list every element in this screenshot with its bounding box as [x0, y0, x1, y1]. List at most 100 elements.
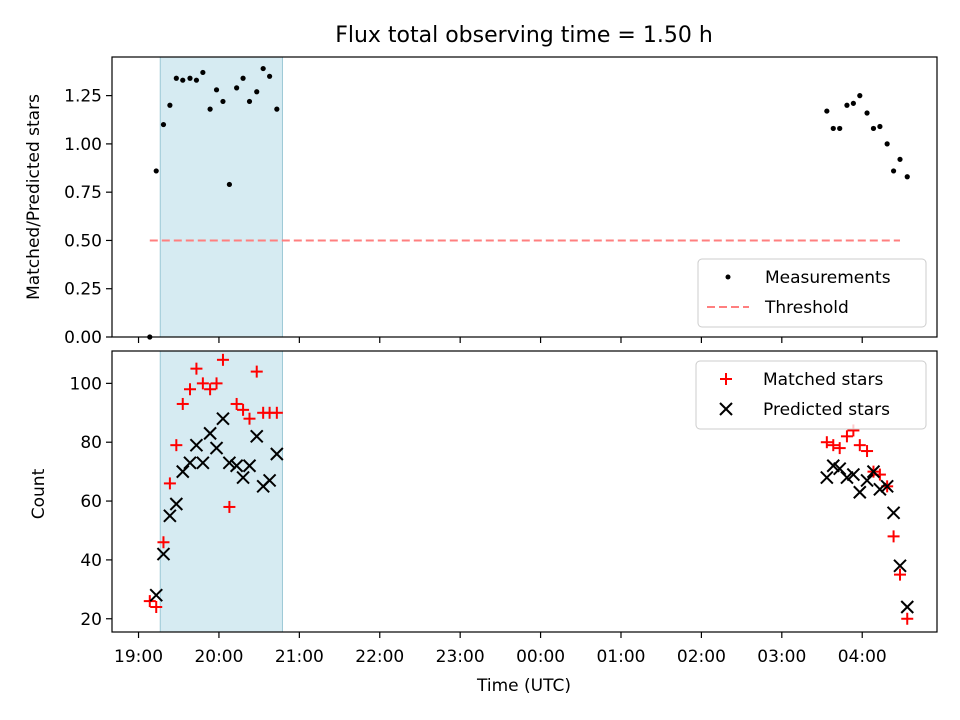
measurement-points — [147, 65, 910, 340]
measurement-point — [904, 174, 910, 180]
measurement-point — [240, 75, 246, 81]
measurement-point — [193, 77, 200, 83]
top-axes-frame — [111, 56, 938, 338]
bottom-x-ticks: 19:00 20:00 21:00 22:00 23:00 00:00 01:00 02:00… — [114, 632, 887, 667]
y-tick-label: 80 — [80, 433, 102, 453]
y-tick-label: 1.00 — [64, 135, 102, 155]
measurement-point — [830, 125, 836, 132]
measurement-point — [844, 102, 850, 108]
measurement-point — [246, 98, 253, 105]
predicted-star-point — [222, 456, 237, 470]
x-tick-label: 00:00 — [516, 647, 565, 667]
measurement-point — [890, 168, 897, 174]
top-y-axis-label: Matched/Predicted stars — [24, 94, 44, 300]
matched-star-point — [827, 439, 840, 452]
measurement-point — [897, 156, 903, 162]
y-tick-label: 0.75 — [64, 183, 102, 203]
predicted-star-point — [176, 464, 190, 479]
predicted-star-point — [242, 459, 257, 473]
measurement-point — [220, 98, 226, 105]
predicted-star-point — [873, 482, 887, 497]
x-tick-label: 04:00 — [838, 647, 887, 667]
measurements-legend-label: Measurements — [765, 268, 891, 288]
matched-star-point — [243, 412, 256, 425]
matched-star-point — [170, 439, 183, 452]
matched-star-point — [223, 500, 236, 513]
matched-star-point — [901, 612, 914, 625]
predicted-star-point — [853, 485, 867, 499]
predicted-star-point — [900, 600, 914, 614]
matched-star-point — [183, 383, 196, 396]
measurement-point — [837, 125, 843, 132]
matched-star-point — [190, 362, 203, 375]
matched-star-point — [237, 403, 250, 416]
matched-star-point — [196, 377, 209, 390]
bottom-panel: 20 40 60 80 100 19:00 20:00 21:00 22:00 23:00 00:… — [29, 350, 938, 667]
x-tick-label: 19:00 — [114, 647, 163, 667]
predicted-star-point — [196, 456, 210, 470]
predicted-star-point — [832, 461, 847, 476]
x-tick-label: 02:00 — [677, 647, 726, 667]
measurements-legend-marker — [725, 274, 731, 280]
bottom-axes-frame — [111, 350, 938, 633]
matched-star-point — [230, 397, 243, 410]
predicted-star-point — [169, 497, 184, 511]
matched-star-point — [163, 477, 176, 490]
predicted-star-point — [189, 438, 204, 452]
matched-legend-marker — [720, 373, 732, 385]
top-panel: 0.00 0.25 0.50 0.75 1.00 1.25 Matched/Predict… — [24, 56, 938, 348]
y-tick-label: 0.00 — [64, 328, 102, 348]
top-legend: Measurements Threshold — [697, 258, 927, 328]
threshold-legend-label: Threshold — [764, 298, 849, 318]
predicted-star-point — [216, 411, 230, 426]
predicted-star-point — [886, 506, 901, 520]
measurement-point — [153, 168, 159, 174]
predicted-star-point — [183, 456, 197, 470]
matched-star-point — [204, 383, 217, 396]
y-tick-label: 0.50 — [64, 231, 102, 251]
predicted-star-points — [149, 411, 914, 614]
matched-star-point — [833, 442, 846, 455]
y-tick-label: 100 — [70, 374, 102, 394]
y-tick-label: 40 — [80, 551, 102, 571]
predicted-star-point — [262, 473, 277, 488]
y-tick-label: 0.25 — [64, 280, 102, 300]
measurement-point — [213, 87, 220, 93]
x-tick-label: 22:00 — [355, 647, 404, 667]
predicted-star-point — [203, 426, 217, 441]
matched-star-point — [820, 436, 833, 449]
measurement-point — [160, 121, 167, 128]
measurement-point — [226, 181, 232, 188]
matched-star-point — [176, 397, 189, 410]
measurement-point — [207, 106, 213, 112]
predicted-star-point — [880, 479, 894, 494]
bottom-legend-box — [695, 360, 927, 430]
measurement-point — [234, 85, 240, 91]
measurement-point — [200, 69, 206, 76]
predicted-star-point — [149, 588, 163, 602]
predicted-star-point — [156, 547, 171, 561]
matched-star-point — [887, 530, 900, 543]
predicted-legend-label: Predicted stars — [763, 400, 890, 420]
predicted-star-point — [820, 470, 834, 485]
bottom-y-ticks: 20 40 60 80 100 — [70, 374, 112, 630]
predicted-star-point — [860, 473, 874, 488]
matched-star-point — [861, 445, 874, 458]
predicted-star-point — [866, 464, 881, 479]
matched-star-point — [250, 365, 263, 378]
measurement-point — [824, 108, 830, 114]
predicted-star-point — [209, 441, 224, 455]
predicted-star-point — [229, 459, 244, 473]
predicted-star-point — [846, 467, 861, 482]
matched-star-point — [840, 430, 853, 443]
predicted-star-point — [270, 447, 284, 461]
measurement-point — [857, 93, 863, 99]
measurement-point — [173, 75, 179, 81]
matched-star-point — [143, 595, 156, 608]
matched-star-point — [216, 353, 229, 366]
measurement-point — [260, 65, 266, 72]
x-axis-label: Time (UTC) — [476, 676, 571, 696]
matched-star-point — [894, 568, 907, 581]
x-tick-label: 23:00 — [436, 647, 485, 667]
measurement-point — [267, 73, 273, 79]
